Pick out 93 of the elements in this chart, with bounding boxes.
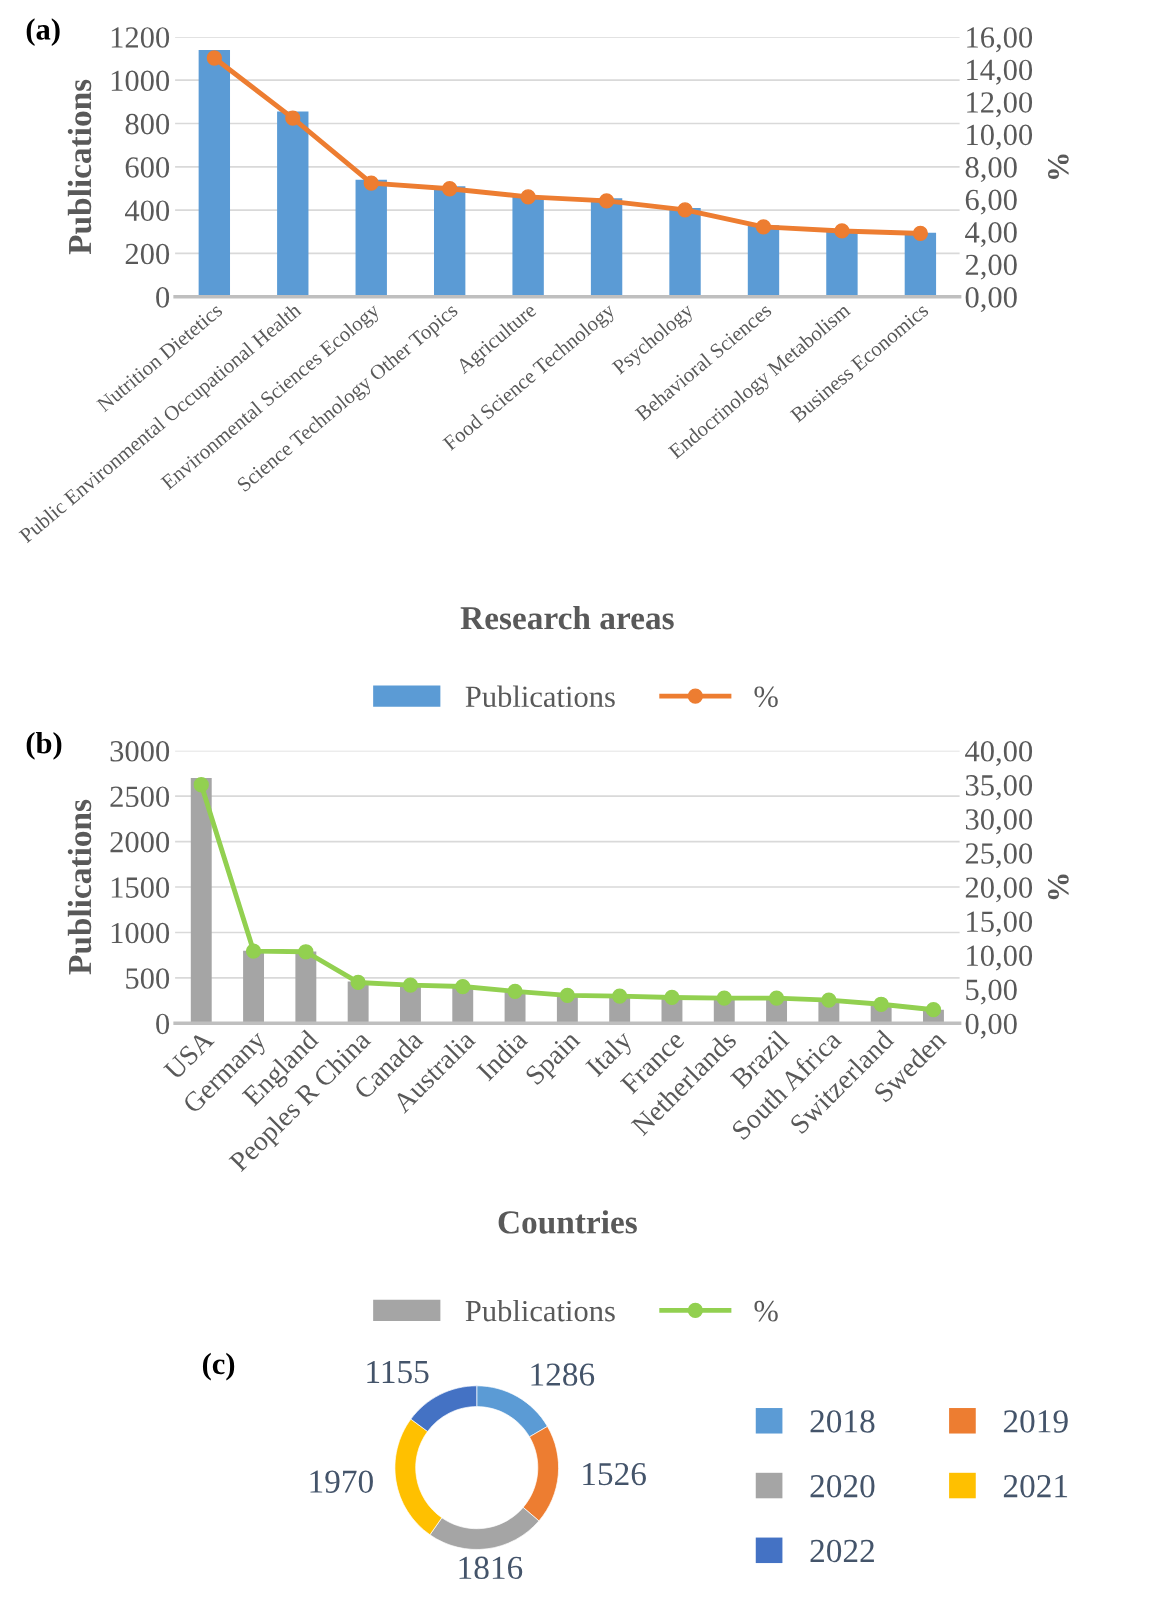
point xyxy=(363,175,379,191)
bar xyxy=(355,179,387,297)
point xyxy=(520,189,536,205)
y-axis-title: Publications xyxy=(67,799,92,975)
point xyxy=(442,181,458,197)
point xyxy=(507,983,523,999)
point xyxy=(834,223,850,239)
point xyxy=(912,225,929,242)
point xyxy=(821,992,837,1008)
data-label: 1286 xyxy=(531,1363,595,1386)
x-tick-label: India xyxy=(475,1028,529,1082)
y2-tick-label: 0,00 xyxy=(965,287,1017,313)
y2-tick-label: 8,00 xyxy=(965,157,1017,183)
chart-title: (b) xyxy=(26,732,62,760)
y2-tick-label: 20,00 xyxy=(965,877,1033,903)
legend-label: 2022 xyxy=(810,1539,874,1563)
y-tick-label: 2000 xyxy=(110,831,170,853)
y-tick-label: 800 xyxy=(125,113,170,135)
y2-tick-label: 15,00 xyxy=(967,911,1033,937)
legend-label: 2021 xyxy=(1003,1474,1068,1498)
y-axis-title: Publications xyxy=(67,79,92,255)
y2-tick-label: 25,00 xyxy=(965,843,1033,869)
y-tick-label: 3000 xyxy=(110,740,170,762)
bar xyxy=(295,951,317,1024)
bar xyxy=(512,196,544,297)
y2-axis-title: % xyxy=(1048,154,1069,179)
point xyxy=(350,974,366,991)
y2-tick-label: 35,00 xyxy=(965,775,1033,801)
point xyxy=(298,944,314,960)
chart-title: (c) xyxy=(202,1352,235,1381)
legend-label: Publications xyxy=(465,1299,615,1322)
point xyxy=(768,990,785,1006)
y-tick-label: 500 xyxy=(126,968,170,989)
bar xyxy=(590,198,623,297)
bar xyxy=(190,777,212,1024)
y-tick-label: 1500 xyxy=(111,877,170,898)
point xyxy=(755,219,772,235)
y2-tick-label: 2,00 xyxy=(965,254,1017,280)
bar xyxy=(198,49,231,297)
y2-tick-label: 10,00 xyxy=(967,124,1033,150)
legend-label: 2019 xyxy=(1003,1410,1068,1433)
y-tick-label: 0 xyxy=(156,287,170,308)
data-label: 1526 xyxy=(583,1462,646,1486)
y2-tick-label: 5,00 xyxy=(966,979,1017,1005)
y-tick-label: 2500 xyxy=(110,786,170,808)
point xyxy=(402,977,419,993)
point xyxy=(677,202,693,218)
y2-tick-label: 10,00 xyxy=(967,945,1033,971)
point xyxy=(285,110,301,126)
bar xyxy=(826,230,858,297)
legend-label: % xyxy=(754,1300,778,1322)
x-axis-title: Countries xyxy=(498,1210,637,1234)
point xyxy=(559,987,575,1004)
y-tick-label: 1200 xyxy=(111,27,170,48)
bar xyxy=(904,232,937,297)
y-tick-label: 400 xyxy=(125,200,170,222)
y-tick-label: 0 xyxy=(156,1013,170,1035)
y2-tick-label: 40,00 xyxy=(965,740,1033,766)
point xyxy=(245,943,262,959)
legend-label: % xyxy=(754,686,778,708)
point xyxy=(598,193,615,209)
y-tick-label: 1000 xyxy=(111,922,170,944)
bar xyxy=(433,186,466,297)
y2-tick-label: 14,00 xyxy=(967,59,1033,85)
y2-tick-label: 30,00 xyxy=(965,809,1033,835)
y-tick-label: 600 xyxy=(125,157,170,178)
y2-axis-title: % xyxy=(1048,874,1069,900)
data-label: 1155 xyxy=(367,1360,429,1384)
point xyxy=(873,996,889,1012)
bar xyxy=(277,111,309,297)
legend-label: 2020 xyxy=(810,1474,875,1498)
point xyxy=(206,50,222,66)
y-tick-label: 200 xyxy=(125,243,170,265)
y2-tick-label: 12,00 xyxy=(967,92,1033,118)
bar xyxy=(243,950,265,1024)
point xyxy=(925,1002,942,1018)
y-tick-label: 1000 xyxy=(111,70,170,92)
legend-label: 2018 xyxy=(810,1410,875,1433)
y2-tick-label: 0,00 xyxy=(965,1013,1017,1039)
y2-tick-label: 6,00 xyxy=(965,189,1017,215)
point xyxy=(612,988,628,1004)
data-label: 1816 xyxy=(459,1556,523,1580)
point xyxy=(193,777,209,793)
point xyxy=(664,989,680,1006)
y2-tick-label: 4,00 xyxy=(965,222,1017,248)
chart-title: (a) xyxy=(26,18,60,46)
point xyxy=(455,978,471,995)
x-axis-title: Research areas xyxy=(460,605,674,630)
y2-tick-label: 16,00 xyxy=(967,27,1033,53)
data-label: 1970 xyxy=(310,1470,373,1493)
legend-label: Publications xyxy=(465,685,615,708)
bar xyxy=(669,207,701,297)
point xyxy=(716,990,732,1006)
